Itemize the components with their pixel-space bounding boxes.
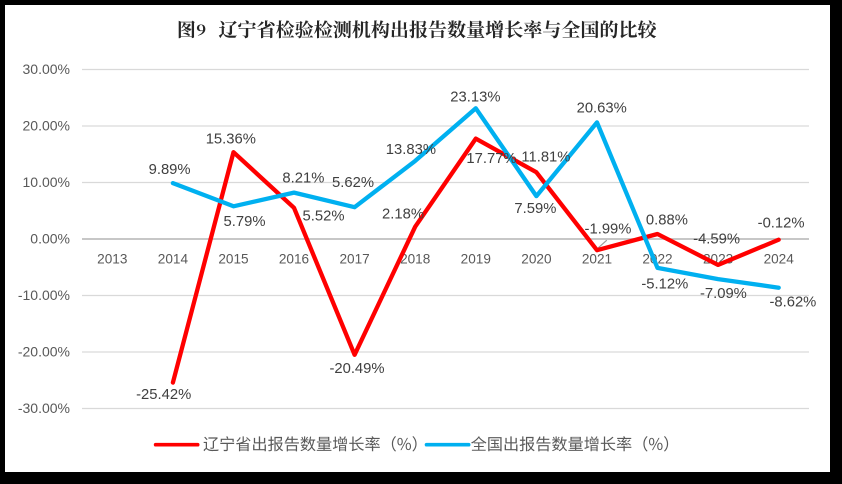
svg-text:-1.99%: -1.99% xyxy=(585,222,632,238)
svg-text:2015: 2015 xyxy=(218,252,248,267)
svg-text:2014: 2014 xyxy=(158,252,189,267)
svg-text:30.00%: 30.00% xyxy=(23,61,70,77)
svg-text:15.36%: 15.36% xyxy=(206,132,256,148)
svg-text:0.88%: 0.88% xyxy=(646,213,688,229)
svg-text:-8.62%: -8.62% xyxy=(769,294,816,310)
svg-text:-0.12%: -0.12% xyxy=(758,215,805,231)
svg-text:2018: 2018 xyxy=(400,252,430,267)
svg-text:2021: 2021 xyxy=(582,252,612,267)
svg-text:2016: 2016 xyxy=(279,252,309,267)
svg-text:0.00%: 0.00% xyxy=(30,231,70,247)
svg-text:-20.00%: -20.00% xyxy=(18,344,70,360)
svg-text:2.18%: 2.18% xyxy=(382,207,424,223)
svg-text:2013: 2013 xyxy=(97,252,127,267)
svg-text:-10.00%: -10.00% xyxy=(18,287,70,303)
svg-text:17.77%: 17.77% xyxy=(466,151,516,167)
svg-text:23.13%: 23.13% xyxy=(450,89,500,105)
svg-text:11.81%: 11.81% xyxy=(521,149,570,165)
svg-text:2019: 2019 xyxy=(461,252,491,267)
svg-text:-30.00%: -30.00% xyxy=(18,400,70,416)
svg-text:-5.12%: -5.12% xyxy=(641,277,688,293)
svg-text:7.59%: 7.59% xyxy=(514,201,556,217)
svg-text:10.00%: 10.00% xyxy=(23,174,70,190)
svg-text:2024: 2024 xyxy=(764,252,795,267)
svg-text:5.79%: 5.79% xyxy=(224,214,266,230)
svg-text:-7.09%: -7.09% xyxy=(700,286,747,302)
svg-text:8.21%: 8.21% xyxy=(282,171,324,187)
svg-text:2017: 2017 xyxy=(339,252,369,267)
svg-text:-4.59%: -4.59% xyxy=(693,232,740,248)
svg-text:9.89%: 9.89% xyxy=(149,162,191,178)
svg-text:2022: 2022 xyxy=(642,252,672,267)
svg-text:2020: 2020 xyxy=(521,252,552,267)
svg-text:20.00%: 20.00% xyxy=(23,118,70,134)
svg-text:-20.49%: -20.49% xyxy=(329,361,384,377)
svg-text:5.52%: 5.52% xyxy=(303,209,345,225)
svg-text:20.63%: 20.63% xyxy=(577,100,627,116)
svg-text:-25.42%: -25.42% xyxy=(136,387,191,403)
svg-text:5.62%: 5.62% xyxy=(332,175,374,191)
svg-text:13.83%: 13.83% xyxy=(386,142,436,158)
